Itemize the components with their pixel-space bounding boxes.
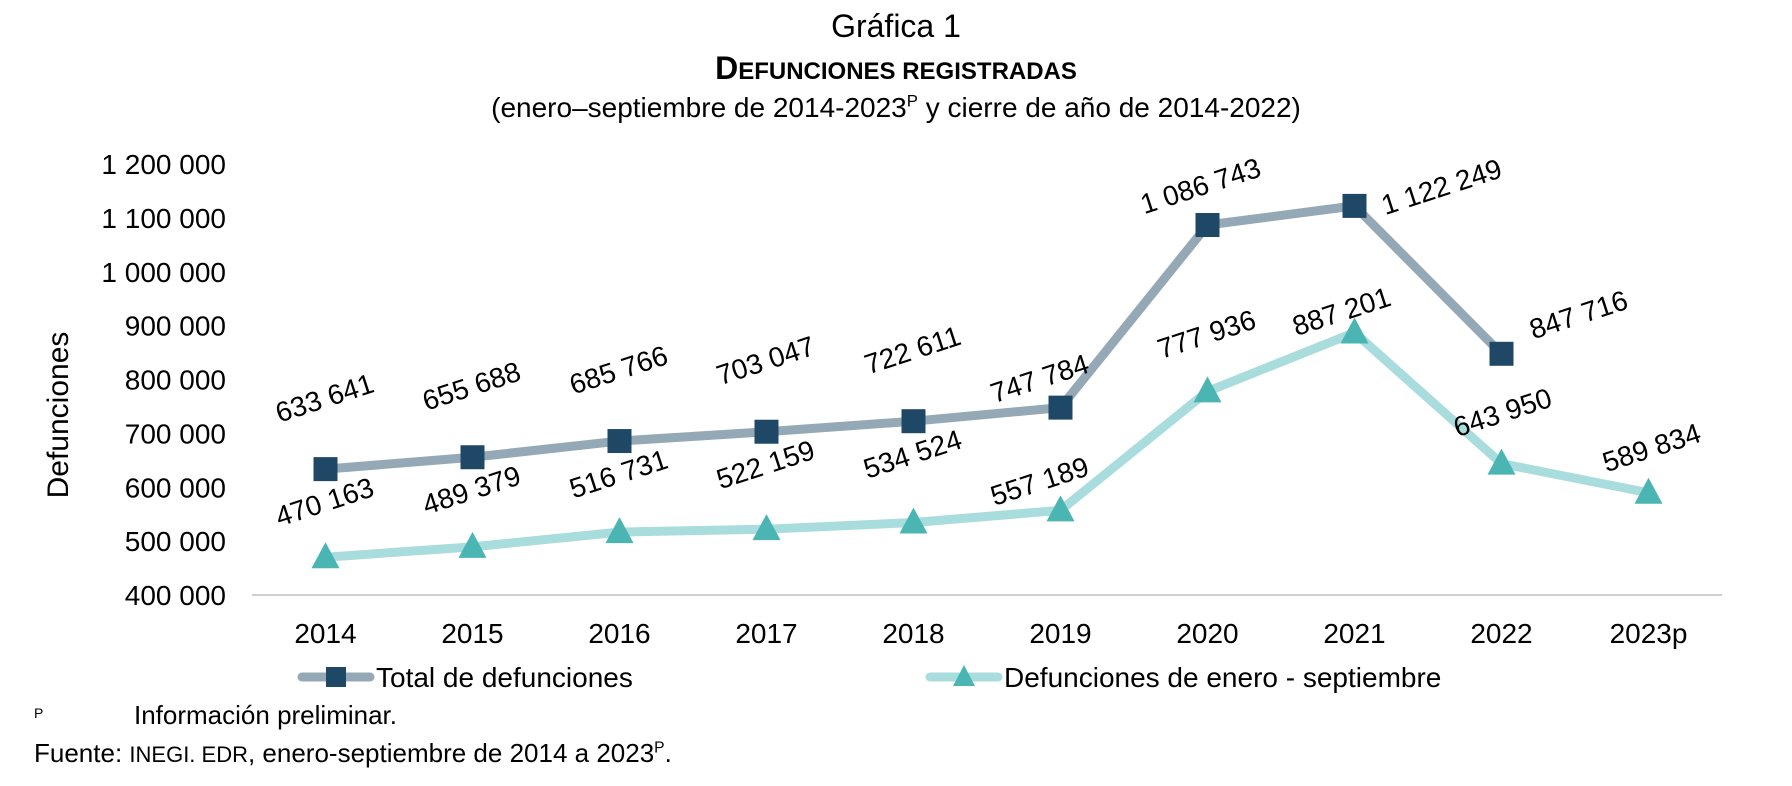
data-label-enero-septiembre: 643 950 xyxy=(1450,382,1556,443)
data-point-enero-septiembre xyxy=(1634,477,1663,504)
data-label-total: 1 122 249 xyxy=(1378,153,1506,221)
data-label-enero-septiembre: 777 936 xyxy=(1154,304,1260,365)
chart-subtitle: (enero–septiembre de 2014-2023P y cierre… xyxy=(0,92,1792,124)
y-axis-label: Defunciones xyxy=(42,332,75,499)
legend-marker-square xyxy=(326,667,346,687)
source-sup: P xyxy=(654,739,665,757)
data-point-total xyxy=(1489,341,1514,366)
y-tick-label: 500 000 xyxy=(125,526,226,557)
legend-marker-triangle xyxy=(953,665,975,686)
data-point-enero-septiembre xyxy=(1487,448,1516,475)
footnote-text: Información preliminar. xyxy=(134,700,397,730)
data-point-enero-septiembre xyxy=(1046,495,1075,522)
data-label-total: 722 611 xyxy=(861,320,965,380)
data-label-total: 1 086 743 xyxy=(1137,152,1265,220)
data-label-total: 847 716 xyxy=(1526,284,1632,345)
chart-subtitle-post: y cierre de año de 2014-2022) xyxy=(917,92,1301,123)
data-point-enero-septiembre xyxy=(1193,376,1222,403)
source-label: Fuente: xyxy=(34,738,123,768)
source-note: Fuente: INEGI. EDR, enero-septiembre de … xyxy=(34,738,672,769)
x-tick-label: 2018 xyxy=(882,618,944,649)
x-tick-label: 2022 xyxy=(1470,618,1532,649)
y-tick-label: 900 000 xyxy=(125,311,226,342)
data-point-total xyxy=(901,409,926,434)
x-tick-label: 2014 xyxy=(294,618,356,649)
series-layer: 633 641 655 688 685 766 703 047 722 611 747 7… xyxy=(272,152,1705,569)
data-point-enero-septiembre xyxy=(899,507,928,534)
legend-label: Total de defunciones xyxy=(376,662,633,693)
data-label-total: 633 641 xyxy=(272,368,378,429)
legend: Total de defunciones Defunciones de enero… xyxy=(297,662,1441,693)
source-org: INEGI. EDR xyxy=(129,742,248,767)
data-point-total xyxy=(313,457,338,482)
data-label-total: 747 784 xyxy=(987,348,1093,409)
y-tick-label: 1 000 000 xyxy=(101,257,226,288)
line-chart: 400 000 500 000 600 000 700 000 800 000 900 0… xyxy=(42,149,1722,693)
x-tick-label: 2021 xyxy=(1323,618,1385,649)
y-tick-label: 400 000 xyxy=(125,580,226,611)
data-point-total xyxy=(460,445,485,470)
data-point-enero-septiembre xyxy=(458,531,487,558)
data-point-total xyxy=(754,419,779,444)
data-label-total: 703 047 xyxy=(713,330,819,391)
data-point-enero-septiembre xyxy=(1340,317,1369,344)
footnote-mark: P xyxy=(34,705,44,721)
y-tick-label: 600 000 xyxy=(125,472,226,503)
x-tick-label: 2016 xyxy=(588,618,650,649)
data-label-total: 685 766 xyxy=(566,340,672,401)
data-label-enero-septiembre: 589 834 xyxy=(1599,417,1705,478)
source-end: . xyxy=(664,738,672,768)
y-tick-label: 1 200 000 xyxy=(101,149,226,180)
data-point-total xyxy=(607,429,632,454)
y-tick-label: 1 100 000 xyxy=(101,203,226,234)
x-tick-label: 2020 xyxy=(1176,618,1238,649)
x-tick-label: 2015 xyxy=(441,618,503,649)
y-tick-label: 700 000 xyxy=(125,418,226,449)
x-tick-label: 2017 xyxy=(735,618,797,649)
legend-label: Defunciones de enero - septiembre xyxy=(1004,662,1441,693)
data-point-total xyxy=(1048,395,1073,420)
x-tick-label: 2023p xyxy=(1610,618,1688,649)
chart-title-rest: EFUNCIONES REGISTRADAS xyxy=(738,58,1077,85)
data-label-total: 655 688 xyxy=(419,356,525,417)
data-point-total xyxy=(1342,193,1367,218)
chart-title: DEFUNCIONES REGISTRADAS xyxy=(0,50,1792,87)
y-axis-ticks: 400 000 500 000 600 000 700 000 800 000 900 0… xyxy=(101,149,226,611)
data-label-enero-septiembre: 887 201 xyxy=(1289,281,1395,342)
source-text: , enero-septiembre de 2014 a 2023 xyxy=(247,738,655,768)
y-tick-label: 800 000 xyxy=(125,365,226,396)
data-point-enero-septiembre xyxy=(311,542,340,569)
chart-title-initial: D xyxy=(715,50,739,86)
x-axis-ticks: 2014 2015 2016 2017 2018 2019 2020 2021 2022 2023… xyxy=(294,618,1687,649)
data-point-enero-septiembre xyxy=(605,517,634,544)
chart-number: Gráfica 1 xyxy=(831,8,961,44)
series-line-enero-septiembre xyxy=(321,328,1653,562)
data-point-total xyxy=(1195,213,1220,238)
chart-subtitle-sup: P xyxy=(906,91,918,111)
chart-subtitle-pre: (enero–septiembre de 2014-2023 xyxy=(491,92,907,123)
x-tick-label: 2019 xyxy=(1029,618,1091,649)
data-point-enero-septiembre xyxy=(752,514,781,541)
